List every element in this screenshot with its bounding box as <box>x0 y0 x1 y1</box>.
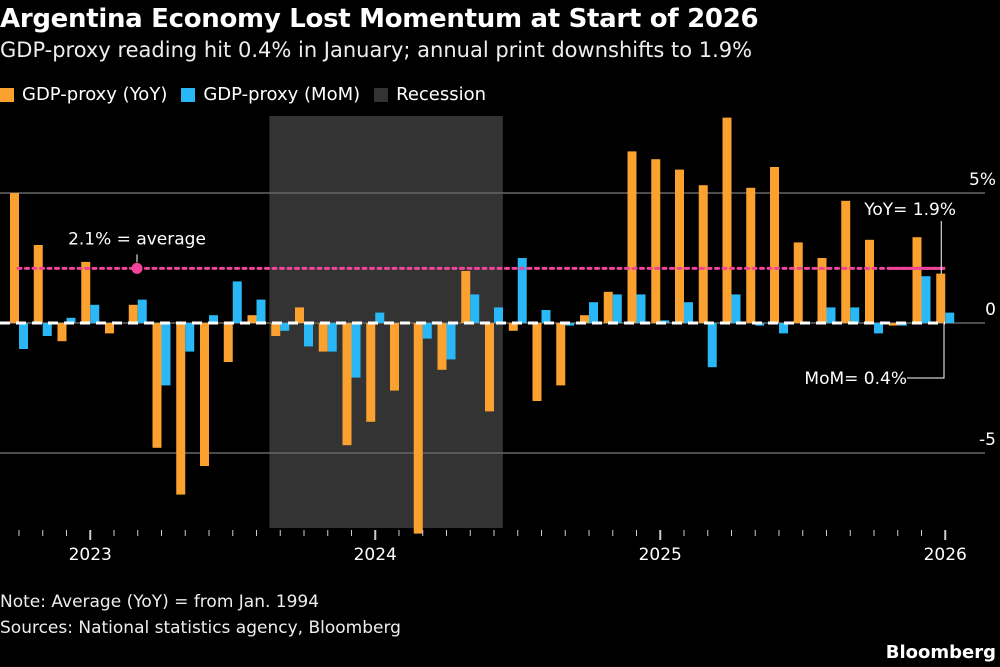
bar-mom <box>494 307 503 323</box>
bar-mom <box>66 317 76 323</box>
bar-yoy <box>627 151 637 323</box>
bar-mom <box>517 258 527 323</box>
y-tick-label: -5 <box>979 430 996 450</box>
bar-mom <box>731 294 741 323</box>
bar-yoy <box>342 323 352 446</box>
bar-mom <box>42 323 52 336</box>
bar-mom <box>612 294 622 323</box>
bar-mom <box>541 310 551 323</box>
bar-yoy <box>461 271 471 323</box>
bar-yoy <box>105 323 114 334</box>
bar-mom <box>19 323 28 349</box>
chart-subtitle: GDP-proxy reading hit 0.4% in January; a… <box>0 38 753 62</box>
x-tick-label: 2023 <box>69 545 112 565</box>
bar-mom <box>707 323 717 368</box>
bar-yoy <box>366 323 376 422</box>
bar-yoy <box>57 323 67 342</box>
bar-yoy <box>33 245 43 323</box>
bar-yoy <box>318 323 328 352</box>
legend-mom: GDP-proxy (MoM) <box>181 84 360 105</box>
sources: Sources: National statistics agency, Blo… <box>0 618 401 638</box>
bar-yoy <box>603 291 613 323</box>
bar-mom <box>232 281 242 323</box>
bar-mom <box>684 302 693 323</box>
bar-yoy <box>508 323 518 331</box>
bar-yoy <box>485 323 494 412</box>
bar-mom <box>161 323 171 386</box>
bar-yoy <box>532 323 542 401</box>
bar-mom <box>209 315 218 323</box>
bar-yoy <box>698 185 708 323</box>
bar-yoy <box>936 273 946 323</box>
bar-yoy <box>912 237 922 323</box>
bar-yoy <box>770 167 779 323</box>
bar-mom <box>779 323 788 334</box>
bar-yoy <box>10 193 19 323</box>
bar-yoy <box>176 323 186 495</box>
bar-yoy <box>200 323 209 466</box>
bar-yoy <box>128 304 138 323</box>
bar-mom <box>256 299 266 323</box>
bar-yoy <box>722 117 732 323</box>
bar-yoy <box>888 323 898 326</box>
bar-yoy <box>556 323 566 386</box>
bar-mom <box>636 294 646 323</box>
bar-yoy <box>841 200 851 323</box>
average-marker <box>131 262 143 274</box>
bar-mom <box>850 307 860 323</box>
bar-mom <box>137 299 147 323</box>
bar-yoy <box>865 239 874 323</box>
bar-yoy <box>247 315 257 323</box>
bar-mom <box>589 302 598 323</box>
bar-mom <box>375 312 385 323</box>
bloomberg-logo: Bloomberg <box>885 642 996 663</box>
bar-mom <box>826 307 836 323</box>
mom-leader <box>907 323 945 379</box>
bar-mom <box>185 323 195 352</box>
bar-mom <box>874 323 883 334</box>
bar-yoy <box>793 242 803 323</box>
average-label: 2.1% = average <box>68 229 206 249</box>
bar-mom <box>304 323 313 347</box>
bar-yoy <box>271 323 281 336</box>
bar-mom <box>921 276 931 323</box>
bar-mom <box>945 312 955 323</box>
bar-mom <box>422 323 432 339</box>
bar-yoy <box>675 169 684 323</box>
note: Note: Average (YoY) = from Jan. 1994 <box>0 592 320 612</box>
bar-mom <box>351 323 361 378</box>
chart-title: Argentina Economy Lost Momentum at Start… <box>0 4 759 34</box>
bar-yoy <box>295 307 304 323</box>
bar-yoy <box>413 323 423 534</box>
bar-mom <box>327 323 337 352</box>
bar-yoy <box>651 159 661 323</box>
bar-yoy <box>223 323 233 362</box>
x-tick-label: 2024 <box>354 545 397 565</box>
legend-yoy: GDP-proxy (YoY) <box>0 84 167 105</box>
bar-mom <box>280 323 290 331</box>
bar-yoy <box>580 315 589 323</box>
y-tick-label: 5% <box>969 170 996 190</box>
bar-yoy <box>390 323 399 391</box>
x-tick-label: 2026 <box>924 545 967 565</box>
legend-recession: Recession <box>374 84 486 105</box>
y-tick-label: 0 <box>985 300 996 320</box>
bar-mom <box>470 294 480 323</box>
bar-yoy <box>746 187 756 323</box>
bar-yoy <box>81 261 91 323</box>
bar-yoy <box>437 323 447 370</box>
bar-yoy <box>817 258 827 323</box>
legend: GDP-proxy (YoY) GDP-proxy (MoM) Recessio… <box>0 84 486 105</box>
x-tick-label: 2025 <box>639 545 682 565</box>
bar-mom <box>90 304 100 323</box>
bar-mom <box>446 323 456 360</box>
mom-annotation: MoM= 0.4% <box>804 369 907 389</box>
yoy-annotation: YoY= 1.9% <box>863 200 956 220</box>
bar-yoy <box>152 323 162 448</box>
